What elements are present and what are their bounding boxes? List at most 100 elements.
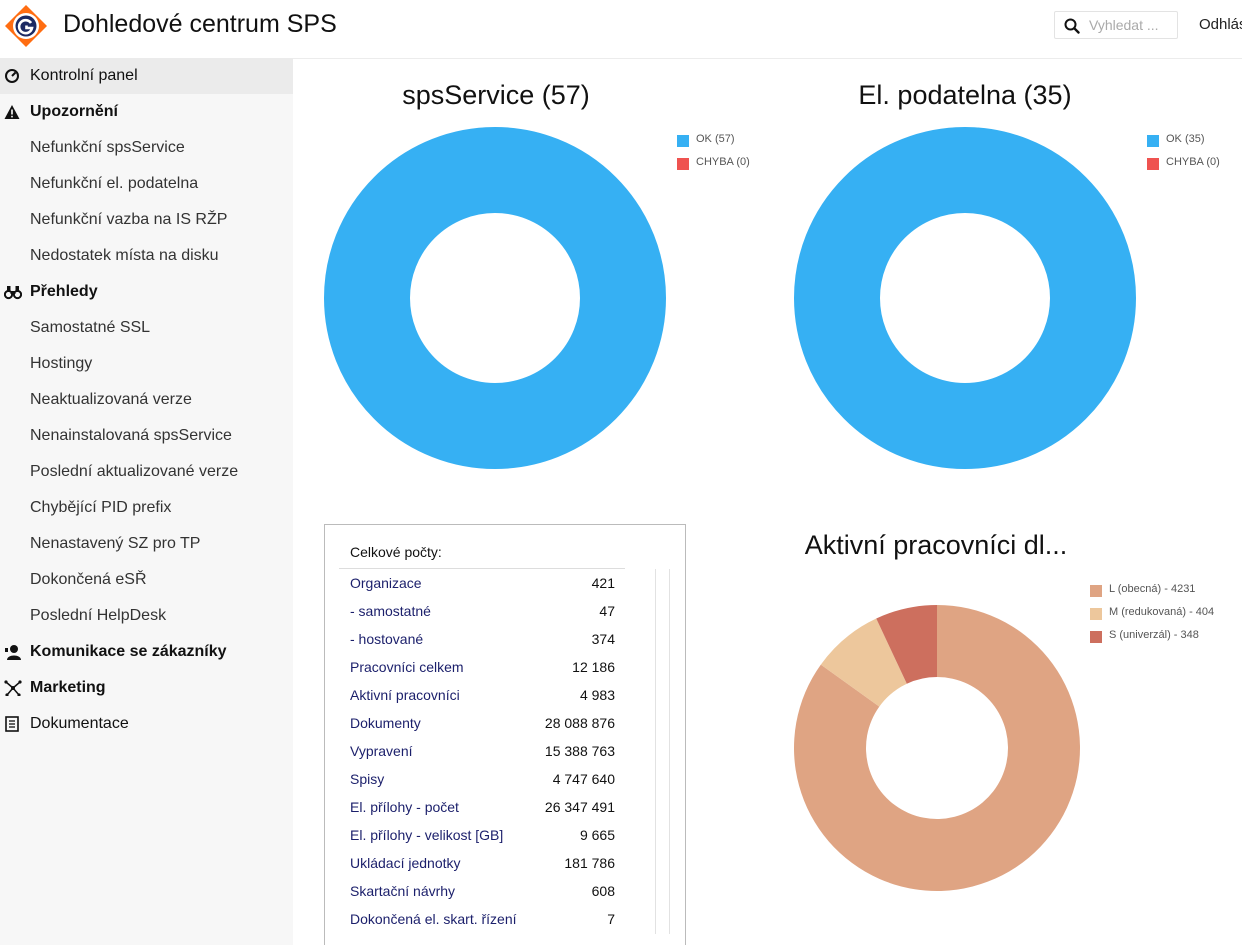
pie-slice-ok-57[interactable] [324,127,666,469]
stats-value: 47 [599,603,615,619]
legend-label: OK (57) [696,133,735,145]
sidebar-item-hostingy[interactable]: Hostingy [0,346,293,382]
sidebar-item-label: Nenainstalovaná spsService [30,427,232,444]
sidebar-item-label: Marketing [30,679,106,696]
sidebar-item-nenainstalovana-spsservice[interactable]: Nenainstalovaná spsService [0,418,293,454]
stats-label: Ukládací jednotky [350,855,461,871]
logout-link[interactable]: Odhlás [1199,16,1242,33]
sidebar-item-kontrolni-panel[interactable]: Kontrolní panel [0,58,293,94]
stats-row: El. přílohy - počet 26 347 491 [339,794,629,822]
stats-card: Celkové počty: Organizace 421 - samostatn… [324,524,686,945]
sidebar-item-label: Neaktualizovaná verze [30,391,192,408]
pie-slice-m-redukovana-404[interactable] [820,618,907,707]
legend-swatch [1090,608,1102,620]
app-title: Dohledové centrum SPS [63,10,337,38]
stats-row: Dokumenty 28 088 876 [339,710,629,738]
sidebar-item-dokumentace[interactable]: Dokumentace [0,706,293,742]
sidebar-item-label: Nefunkční el. podatelna [30,175,199,192]
stats-label: Dokumenty [350,715,421,731]
divider [339,568,625,569]
sidebar-item-label: Dokumentace [30,715,129,732]
sidebar-item-chybejici-pid-prefix[interactable]: Chybějící PID prefix [0,490,293,526]
sidebar-item-upozorneni[interactable]: Upozornění [0,94,293,130]
legend-swatch [677,135,689,147]
stats-value: 4 983 [579,687,615,703]
stats-row: Ukládací jednotky 181 786 [339,850,629,878]
stats-row: Dokončená el. skart. řízení 7 [339,906,629,934]
sidebar-item-label: Poslední HelpDesk [30,607,167,624]
sidebar-item-marketing[interactable]: Marketing [0,670,293,706]
warning-icon [4,104,22,120]
search-input[interactable] [1089,15,1175,35]
sidebar-item-label: Samostatné SSL [30,319,151,336]
stats-row: Skartační návrhy 608 [339,878,629,906]
pie-slice-ok-35[interactable] [794,127,1136,469]
sidebar-item-dokoncena-esr[interactable]: Dokončená eSŘ [0,562,293,598]
dashboard-icon [4,68,22,84]
stats-row: Organizace 421 [339,570,629,598]
binoculars-icon [3,284,23,300]
search-box[interactable] [1054,11,1178,39]
stats-value: 4 747 640 [552,771,615,787]
sidebar-item-komunikace-se-zakazniky[interactable]: Komunikace se zákazníky [0,634,293,670]
customer-contact-icon [4,644,22,660]
stats-label: El. přílohy - počet [350,799,459,815]
stats-label: - samostatné [350,603,431,619]
stats-value: 15 388 763 [544,743,615,759]
stats-label: Vypravení [350,743,413,759]
pie-slice-l-obecna-4231[interactable] [794,605,1080,891]
sidebar-item-nefunkcni-el-podatelna[interactable]: Nefunkční el. podatelna [0,166,293,202]
legend-label: L (obecná) - 4231 [1109,583,1196,595]
legend-swatch [677,158,689,170]
sidebar-item-label: Nefunkční spsService [30,139,185,156]
sidebar-item-nenastaveny-sz-pro-tp[interactable]: Nenastavený SZ pro TP [0,526,293,562]
stats-label: Aktivní pracovníci [350,687,460,703]
stats-value: 12 186 [572,659,615,675]
document-icon [4,716,22,732]
sidebar-item-label: Poslední aktualizované verze [30,463,239,480]
stats-label: Pracovníci celkem [350,659,464,675]
legend-swatch [1090,585,1102,597]
sidebar-item-label: Přehledy [30,283,98,300]
sidebar-item-label: Nedostatek místa na disku [30,247,219,264]
sidebar-item-samostatne-ssl[interactable]: Samostatné SSL [0,310,293,346]
stats-label: El. přílohy - velikost [GB] [350,827,504,843]
stats-row: Pracovníci celkem 12 186 [339,654,629,682]
sidebar-item-label: Kontrolní panel [30,67,138,84]
network-icon [4,680,22,697]
sidebar-item-neaktualizovana-verze[interactable]: Neaktualizovaná verze [0,382,293,418]
app-logo[interactable] [4,4,48,48]
sidebar-item-label: Hostingy [30,355,93,372]
legend-swatch [1147,135,1159,147]
stats-label: Dokončená el. skart. řízení [350,911,517,927]
sidebar-item-nefunkcni-vazba-na-is-rzp[interactable]: Nefunkční vazba na IS RŽP [0,202,293,238]
stats-row: - samostatné 47 [339,598,629,626]
stats-row: Aktivní pracovníci 4 983 [339,682,629,710]
sidebar-item-label: Nenastavený SZ pro TP [30,535,201,552]
sidebar-item-label: Upozornění [30,103,118,120]
stats-value: 26 347 491 [544,799,615,815]
stats-value: 608 [591,883,615,899]
chart-title-spsservice: spsService (57) [402,80,590,110]
sidebar-item-prehledy[interactable]: Přehledy [0,274,293,310]
stats-row: El. přílohy - velikost [GB] 9 665 [339,822,629,850]
sidebar-item-nefunkcni-spsservice[interactable]: Nefunkční spsService [0,130,293,166]
pie-slice-s-univerzal-348[interactable] [876,605,937,684]
stats-label: - hostované [350,631,424,647]
sidebar-item-nedostatek-mista-na-disku[interactable]: Nedostatek místa na disku [0,238,293,274]
stats-value: 181 786 [564,855,615,871]
chart-spsservice [324,127,666,469]
stats-heading: Celkové počty: [350,544,442,560]
divider [669,569,670,934]
stats-row: Vypravení 15 388 763 [339,738,629,766]
stats-label: Spisy [350,771,385,787]
sidebar-item-label: Komunikace se zákazníky [30,643,227,660]
sidebar-item-posledni-aktualizovane-verze[interactable]: Poslední aktualizované verze [0,454,293,490]
chart-title-el-podatelna: El. podatelna (35) [858,80,1072,110]
chart-aktivni-pracovnici [794,605,1080,891]
stats-value: 9 665 [579,827,615,843]
search-icon[interactable] [1064,18,1080,34]
sidebar-item-posledni-helpdesk[interactable]: Poslední HelpDesk [0,598,293,634]
stats-value: 374 [591,631,615,647]
sidebar: Kontrolní panel Upozornění Nefunkční spsSe… [0,58,293,945]
